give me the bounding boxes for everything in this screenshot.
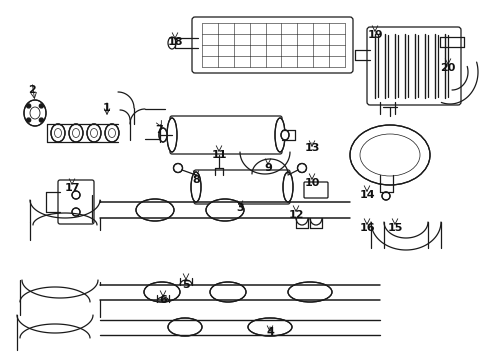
Text: 19: 19 <box>367 30 383 40</box>
Text: 4: 4 <box>266 327 274 337</box>
Ellipse shape <box>168 37 176 49</box>
Text: 13: 13 <box>304 143 319 153</box>
Text: 9: 9 <box>264 163 272 173</box>
FancyBboxPatch shape <box>192 17 353 73</box>
Ellipse shape <box>283 172 293 202</box>
Ellipse shape <box>206 199 244 221</box>
Ellipse shape <box>105 124 119 142</box>
Circle shape <box>26 104 31 108</box>
Text: 2: 2 <box>28 85 36 95</box>
Ellipse shape <box>72 191 80 199</box>
Text: 8: 8 <box>192 175 200 185</box>
Ellipse shape <box>173 163 182 172</box>
Ellipse shape <box>24 100 46 126</box>
Ellipse shape <box>248 318 292 336</box>
Ellipse shape <box>288 282 332 302</box>
Ellipse shape <box>191 172 201 202</box>
Ellipse shape <box>210 282 246 302</box>
Circle shape <box>39 118 43 122</box>
Text: 14: 14 <box>359 190 375 200</box>
Ellipse shape <box>350 125 430 185</box>
Ellipse shape <box>297 163 307 172</box>
Text: 10: 10 <box>304 178 319 188</box>
FancyBboxPatch shape <box>58 180 94 224</box>
Text: 1: 1 <box>103 103 111 113</box>
Text: 15: 15 <box>387 223 403 233</box>
FancyBboxPatch shape <box>194 170 290 204</box>
Ellipse shape <box>281 130 289 140</box>
Ellipse shape <box>275 118 285 152</box>
Ellipse shape <box>136 199 174 221</box>
Ellipse shape <box>87 124 101 142</box>
Text: 17: 17 <box>64 183 80 193</box>
FancyBboxPatch shape <box>367 27 461 105</box>
Ellipse shape <box>144 282 180 302</box>
Circle shape <box>26 118 31 122</box>
Text: 12: 12 <box>288 210 304 220</box>
FancyBboxPatch shape <box>170 116 282 154</box>
Text: 3: 3 <box>236 203 244 213</box>
Ellipse shape <box>159 128 167 142</box>
Circle shape <box>39 104 43 108</box>
FancyBboxPatch shape <box>304 182 328 198</box>
Text: 6: 6 <box>159 295 167 305</box>
Ellipse shape <box>51 124 65 142</box>
Text: 5: 5 <box>182 280 190 290</box>
Ellipse shape <box>382 192 390 200</box>
Ellipse shape <box>167 118 177 152</box>
Text: 11: 11 <box>211 150 227 160</box>
Ellipse shape <box>69 124 83 142</box>
Ellipse shape <box>168 318 202 336</box>
Ellipse shape <box>72 208 80 216</box>
Ellipse shape <box>215 172 223 181</box>
Text: 16: 16 <box>359 223 375 233</box>
Text: 7: 7 <box>155 125 163 135</box>
Text: 20: 20 <box>441 63 456 73</box>
Text: 18: 18 <box>167 37 183 47</box>
